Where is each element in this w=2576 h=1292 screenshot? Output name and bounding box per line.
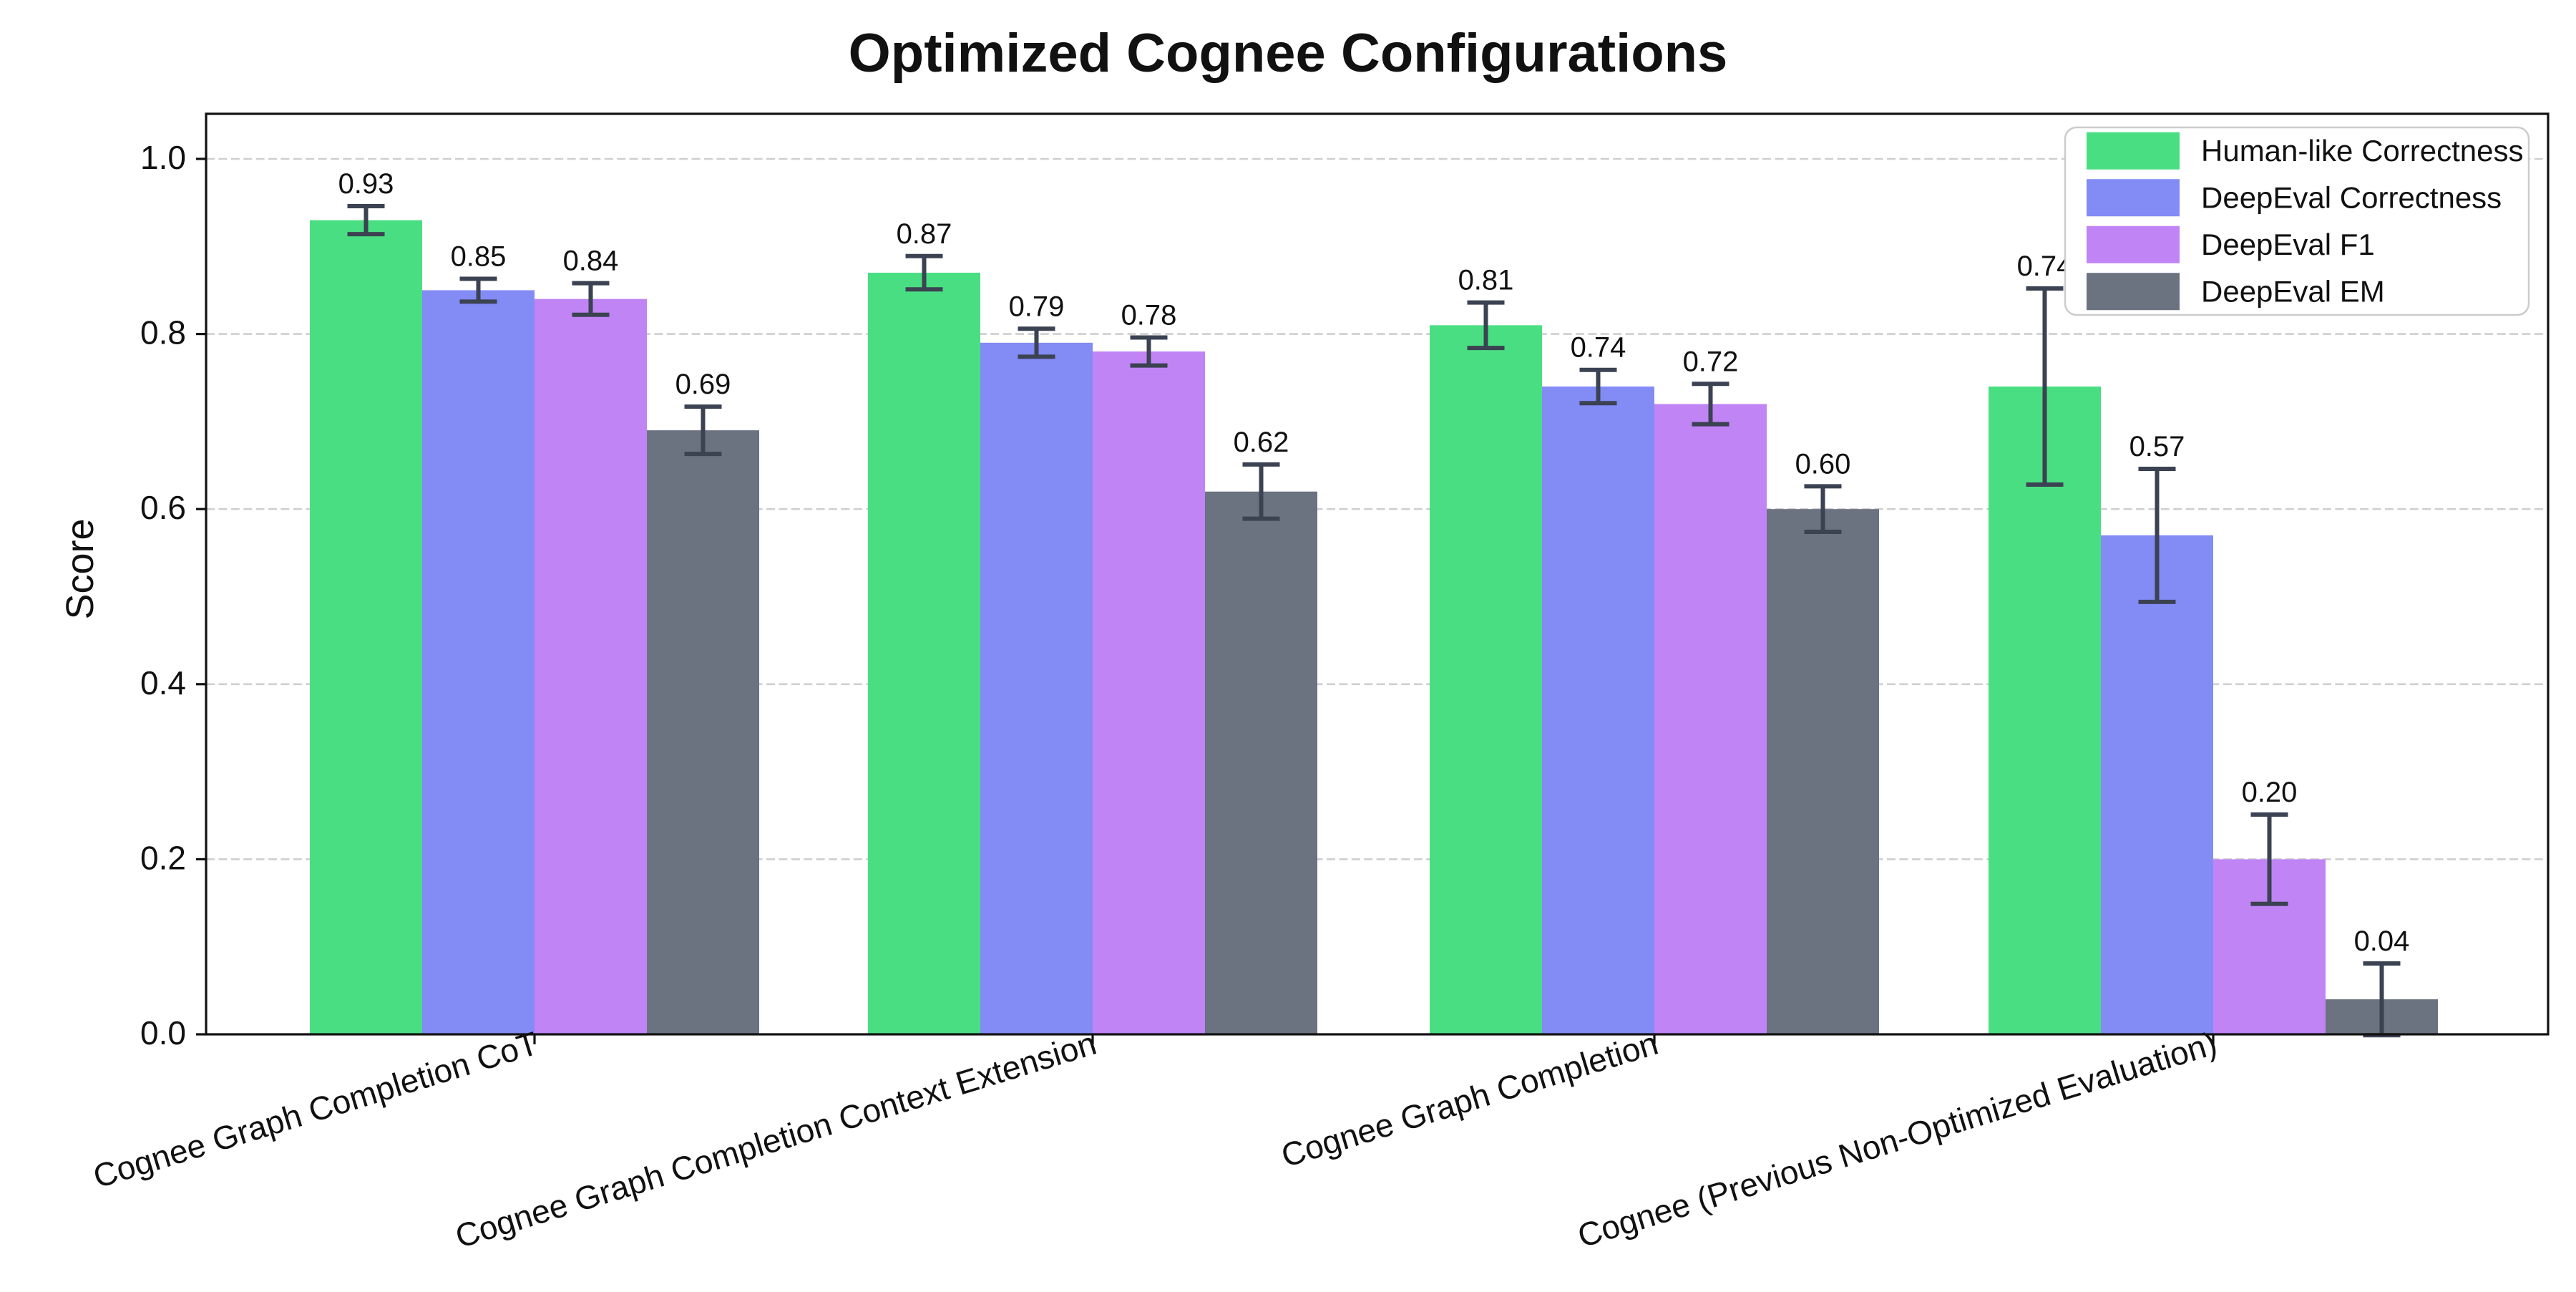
svg-text:0.4: 0.4 (140, 664, 186, 701)
svg-text:DeepEval F1: DeepEval F1 (2201, 228, 2375, 261)
svg-text:0.57: 0.57 (2129, 431, 2185, 462)
svg-text:0.60: 0.60 (1795, 448, 1851, 480)
svg-text:Score: Score (59, 518, 102, 619)
svg-text:0.84: 0.84 (563, 246, 619, 277)
svg-text:0.69: 0.69 (675, 369, 731, 400)
svg-text:0.2: 0.2 (140, 839, 186, 876)
svg-text:0.8: 0.8 (140, 314, 186, 351)
svg-text:0.74: 0.74 (1571, 332, 1626, 364)
svg-text:0.78: 0.78 (1121, 299, 1177, 331)
svg-text:0.85: 0.85 (451, 241, 507, 273)
svg-text:0.04: 0.04 (2354, 926, 2410, 957)
svg-text:DeepEval EM: DeepEval EM (2201, 274, 2385, 308)
svg-text:1.0: 1.0 (140, 139, 186, 176)
svg-text:0.0: 0.0 (140, 1014, 186, 1051)
svg-text:Optimized Cognee Configuration: Optimized Cognee Configurations (849, 23, 1728, 84)
svg-text:0.87: 0.87 (897, 218, 952, 250)
svg-text:0.6: 0.6 (140, 489, 186, 526)
svg-text:0.79: 0.79 (1009, 291, 1065, 322)
svg-text:0.93: 0.93 (338, 168, 394, 200)
svg-text:0.72: 0.72 (1683, 346, 1739, 377)
svg-text:0.81: 0.81 (1458, 265, 1514, 296)
svg-text:DeepEval Correctness: DeepEval Correctness (2201, 180, 2502, 214)
svg-text:0.62: 0.62 (1234, 427, 1289, 458)
svg-text:0.20: 0.20 (2242, 777, 2298, 808)
svg-text:Human-like Correctness: Human-like Correctness (2201, 134, 2523, 167)
